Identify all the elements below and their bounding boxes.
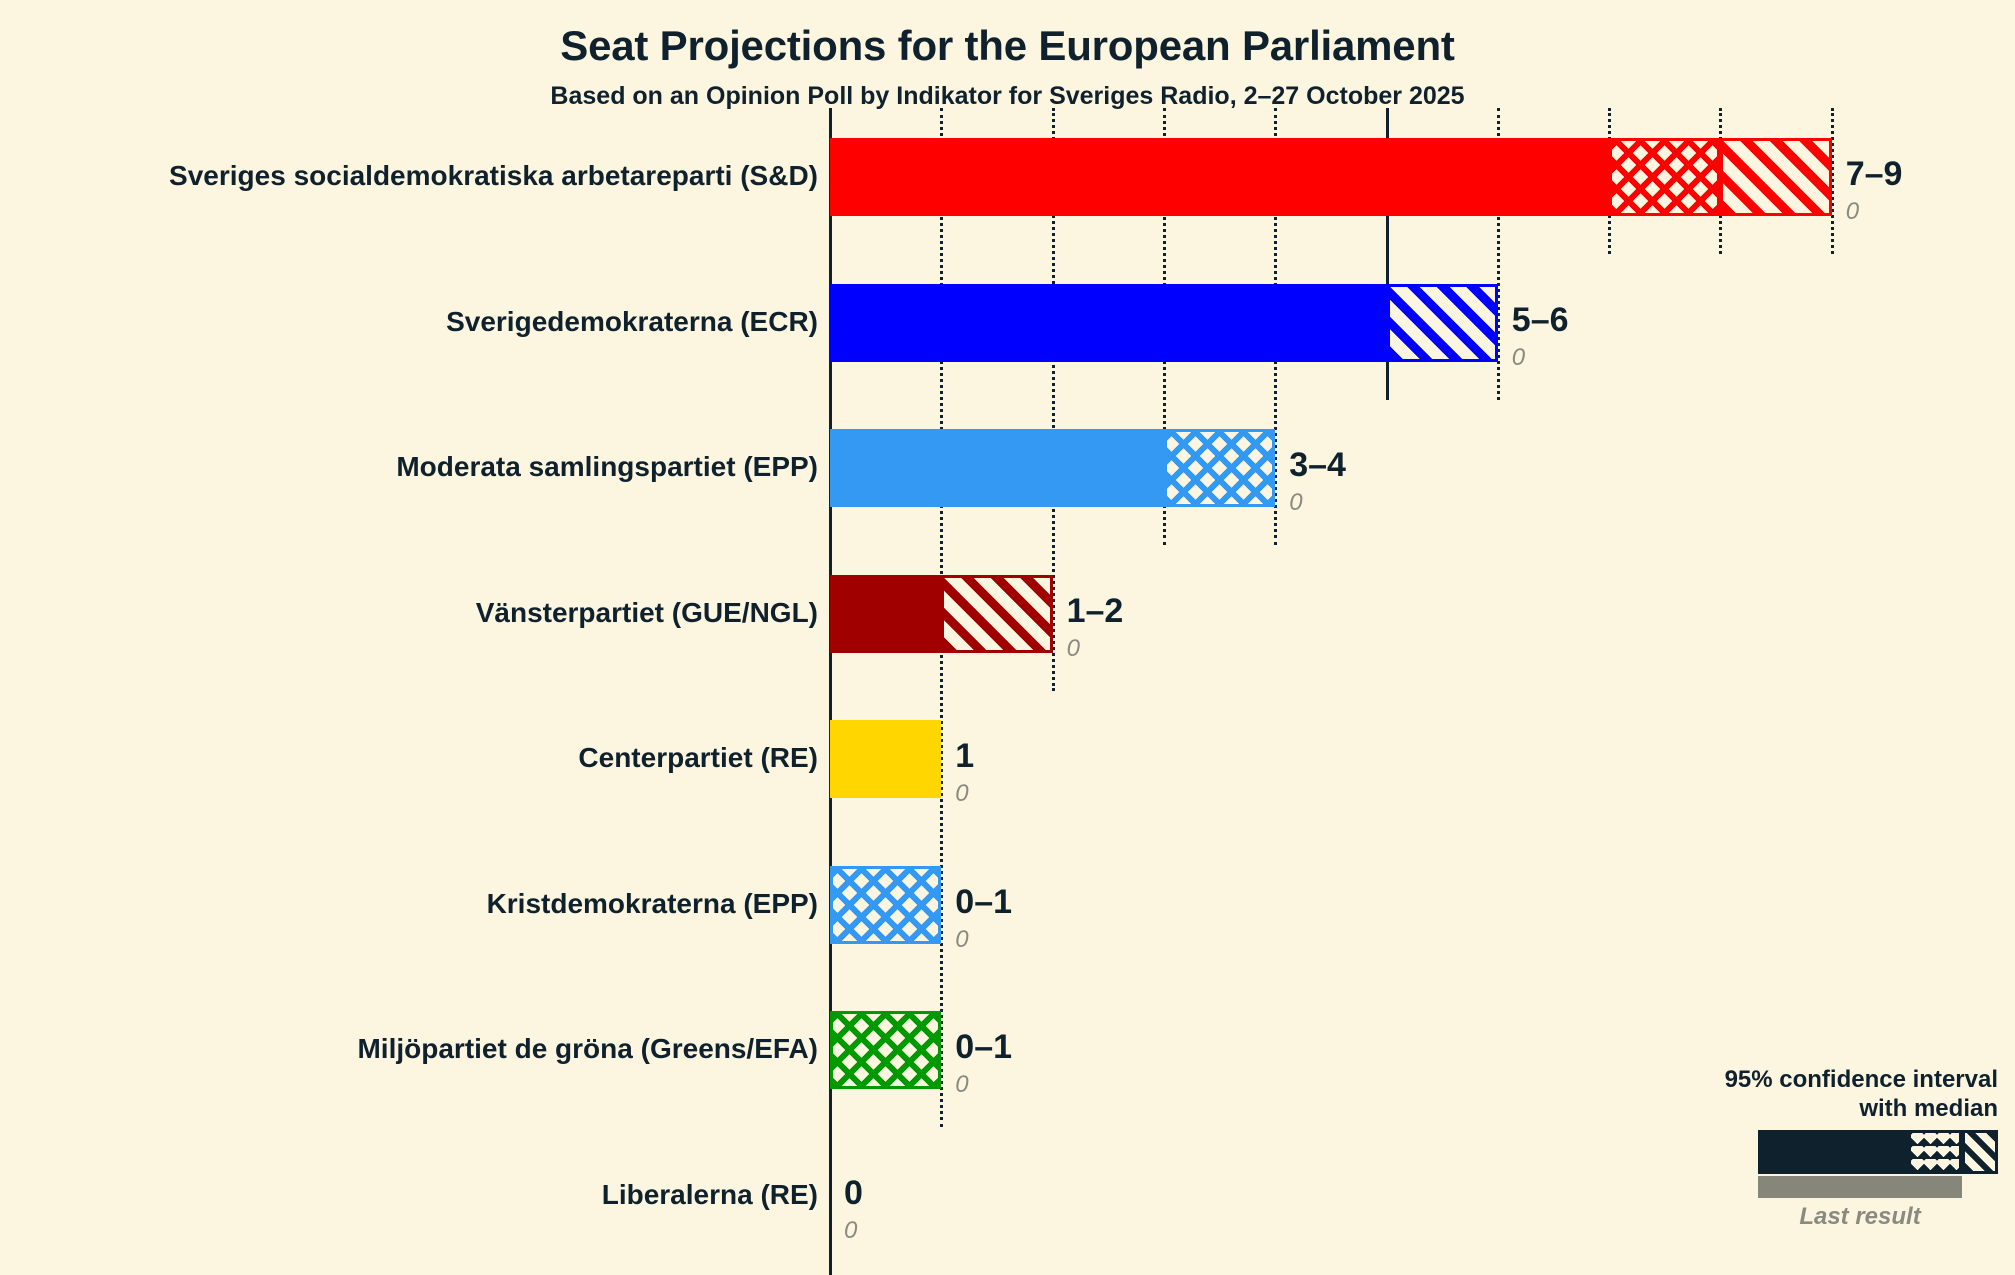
gridline-9 bbox=[1830, 108, 1834, 254]
bar-segment-median bbox=[830, 429, 1164, 507]
legend-swatch-bar bbox=[1758, 1130, 1998, 1174]
gridline-5 bbox=[1385, 108, 1389, 400]
bar-segment-median bbox=[830, 720, 942, 798]
party-label-s: Sveriges socialdemokratiska arbetarepart… bbox=[169, 160, 818, 191]
party-label-v: Vänsterpartiet (GUE/NGL) bbox=[475, 596, 818, 628]
gridline-2 bbox=[1051, 108, 1055, 691]
legend-swatch-solid bbox=[1758, 1130, 1908, 1174]
value-range-s: 7–9 bbox=[1845, 155, 1903, 193]
value-range-m: 3–4 bbox=[1289, 446, 1346, 484]
gridline-6 bbox=[1496, 108, 1500, 400]
value-range-sd: 5–6 bbox=[1511, 300, 1569, 339]
value-last-result-l: 0 bbox=[844, 1216, 858, 1244]
bar-segment-median bbox=[830, 574, 942, 653]
value-last-result-mp: 0 bbox=[955, 1071, 969, 1098]
party-label-m: Moderata samlingspartiet (EPP) bbox=[396, 451, 818, 482]
value-range-kd: 0–1 bbox=[955, 882, 1013, 921]
bar-segment-median bbox=[830, 283, 1387, 362]
bar-segment-crosshatch bbox=[830, 865, 942, 944]
legend-last-result-label: Last result bbox=[1799, 1203, 1921, 1230]
value-range-v: 1–2 bbox=[1066, 591, 1124, 630]
value-range-mp: 0–1 bbox=[955, 1028, 1013, 1066]
bar-c[interactable] bbox=[830, 720, 942, 798]
value-last-result-s: 0 bbox=[1845, 198, 1860, 225]
value-last-result-v: 0 bbox=[1066, 634, 1080, 662]
bar-v[interactable] bbox=[830, 574, 1053, 653]
value-last-result-sd: 0 bbox=[1511, 343, 1526, 371]
party-label-sd: Sverigedemokraterna (ECR) bbox=[446, 305, 818, 337]
value-last-result-kd: 0 bbox=[955, 925, 969, 953]
bar-mp[interactable] bbox=[830, 1011, 942, 1089]
value-range-c: 1 bbox=[955, 737, 975, 775]
value-last-result-m: 0 bbox=[1289, 489, 1303, 516]
bar-kd[interactable] bbox=[830, 865, 942, 944]
party-label-l: Liberalerna (RE) bbox=[601, 1178, 818, 1210]
legend-swatch-diagonal bbox=[1962, 1130, 1998, 1174]
party-label-mp: Miljöpartiet de gröna (Greens/EFA) bbox=[357, 1033, 818, 1064]
legend-caption-line2: with median bbox=[1859, 1095, 1998, 1123]
value-range-l: 0 bbox=[844, 1173, 863, 1212]
party-label-c: Centerpartiet (RE) bbox=[578, 742, 818, 773]
chart-subtitle: Based on an Opinion Poll by Indikator fo… bbox=[550, 82, 1465, 110]
legend-last-result-swatch bbox=[1758, 1176, 1962, 1198]
bar-segment-crosshatch bbox=[830, 1011, 942, 1089]
bar-segment-median bbox=[830, 138, 1610, 216]
bar-sd[interactable] bbox=[830, 283, 1498, 362]
legend-swatch-crosshatch bbox=[1908, 1130, 1962, 1174]
bar-segment-crosshatch bbox=[1609, 138, 1721, 216]
value-last-result-c: 0 bbox=[955, 780, 969, 807]
bar-s[interactable] bbox=[830, 138, 1832, 216]
legend-caption-line1: 95% confidence interval bbox=[1724, 1066, 1998, 1093]
bar-segment-diagonal bbox=[1720, 138, 1832, 216]
party-label-kd: Kristdemokraterna (EPP) bbox=[486, 887, 818, 919]
bar-segment-diagonal bbox=[1386, 283, 1498, 362]
bar-segment-diagonal bbox=[941, 574, 1053, 653]
y-axis-line bbox=[829, 108, 832, 1275]
bar-m[interactable] bbox=[830, 429, 1276, 507]
legend-caption: 95% confidence interval with median bbox=[1725, 1065, 1998, 1124]
bar-segment-crosshatch bbox=[1163, 429, 1276, 507]
page-title: Seat Projections for the European Parlia… bbox=[560, 22, 1455, 69]
